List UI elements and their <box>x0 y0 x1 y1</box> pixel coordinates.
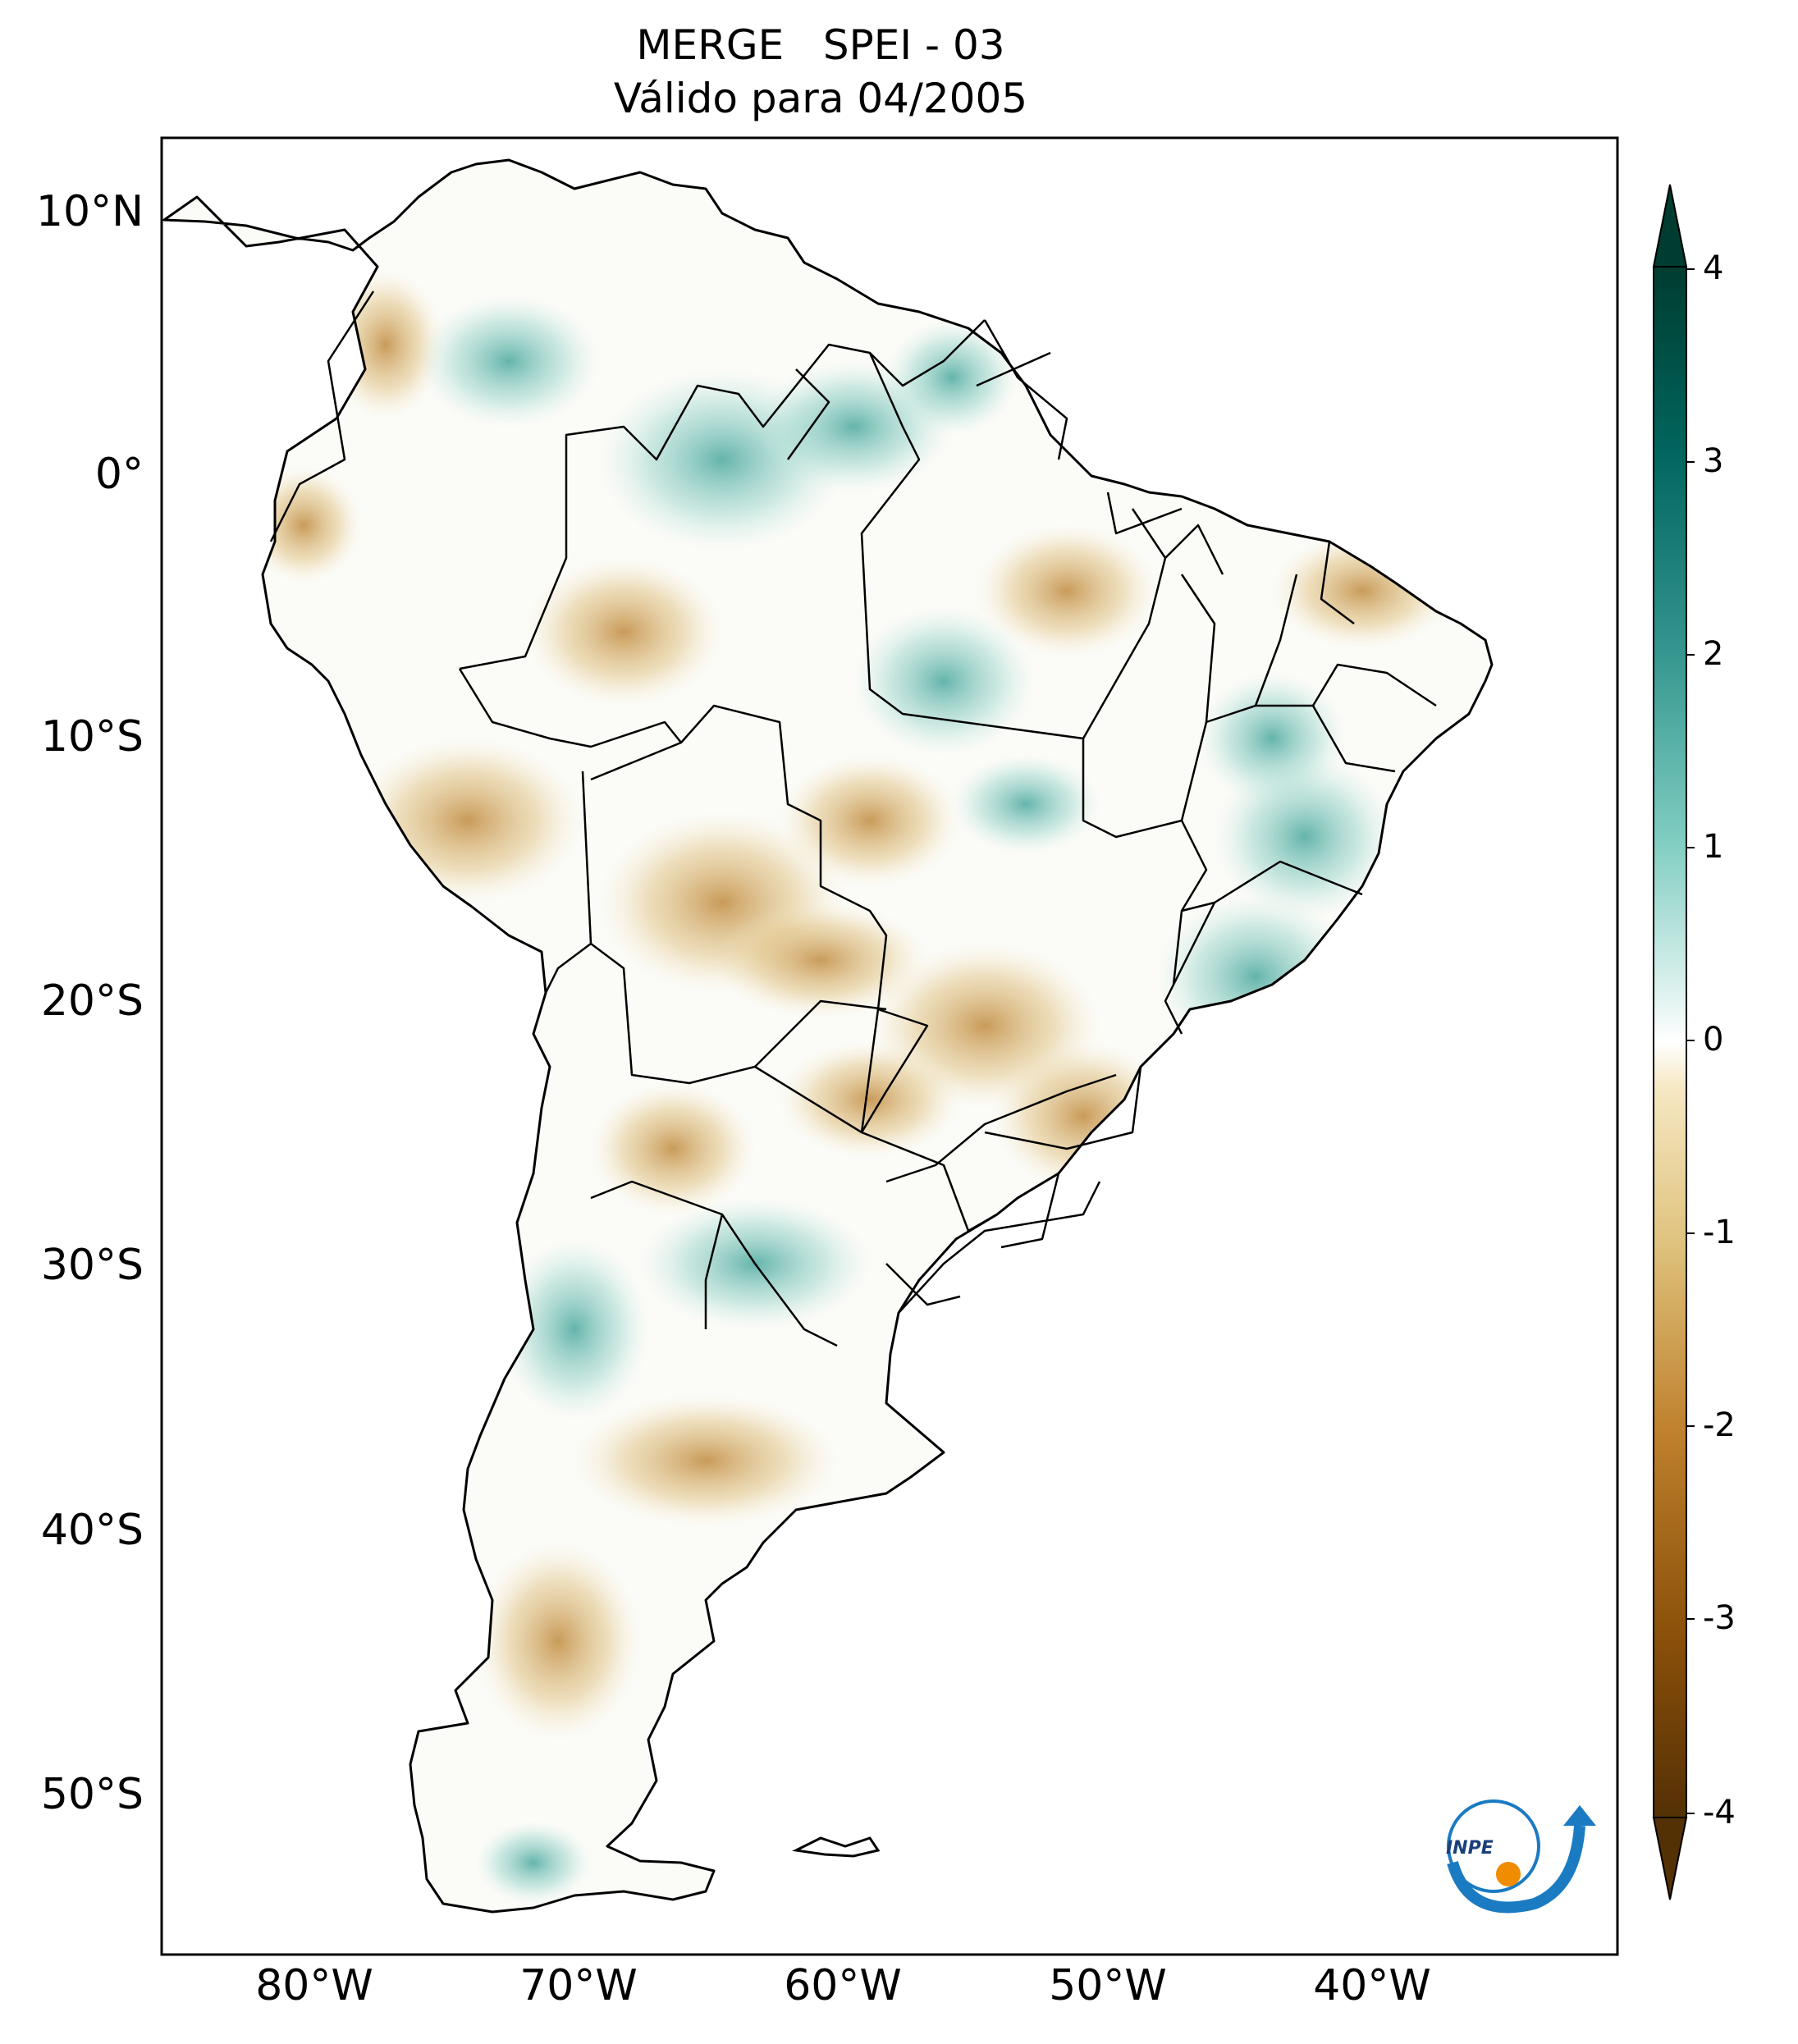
colorbar-ticks <box>1686 268 1695 1814</box>
colorbar-tick-neg1: -1 <box>1703 1214 1736 1251</box>
lat-label-30s: 30°S <box>40 1241 144 1290</box>
map-subtitle: Válido para 04/2005 <box>613 75 1028 122</box>
colorbar-tick-3: 3 <box>1703 442 1724 480</box>
lon-label-70w: 70°W <box>519 1961 638 2010</box>
lat-label-50s: 50°S <box>40 1770 144 1819</box>
lon-label-60w: 60°W <box>784 1961 902 2010</box>
inpe-logo <box>1447 1799 1596 1914</box>
map-title: MERGE SPEI - 03 <box>636 21 1005 69</box>
lon-label-80w: 80°W <box>255 1961 373 2010</box>
falkland-islands <box>792 1836 881 1858</box>
colorbar <box>1652 184 1688 1900</box>
colorbar-tick-2: 2 <box>1703 635 1724 673</box>
lat-label-0: 0° <box>94 450 144 499</box>
colorbar-tick-neg4: -4 <box>1703 1794 1736 1831</box>
lat-label-20s: 20°S <box>40 976 144 1026</box>
colorbar-tick-neg3: -3 <box>1703 1599 1736 1637</box>
lon-label-50w: 50°W <box>1049 1961 1167 2010</box>
colorbar-tick-0: 0 <box>1703 1021 1724 1059</box>
lat-label-10n: 10°N <box>35 187 144 236</box>
colorbar-tick-1: 1 <box>1703 828 1724 866</box>
lon-label-40w: 40°W <box>1313 1961 1431 2010</box>
continent-outline <box>162 158 1494 1914</box>
inpe-logo-text: INPE <box>1446 1838 1494 1859</box>
colorbar-tick-4: 4 <box>1703 249 1724 287</box>
lat-label-10s: 10°S <box>40 712 144 761</box>
colorbar-tick-neg2: -2 <box>1703 1406 1736 1444</box>
lat-label-40s: 40°S <box>40 1506 144 1555</box>
country-borders <box>269 290 1437 1347</box>
